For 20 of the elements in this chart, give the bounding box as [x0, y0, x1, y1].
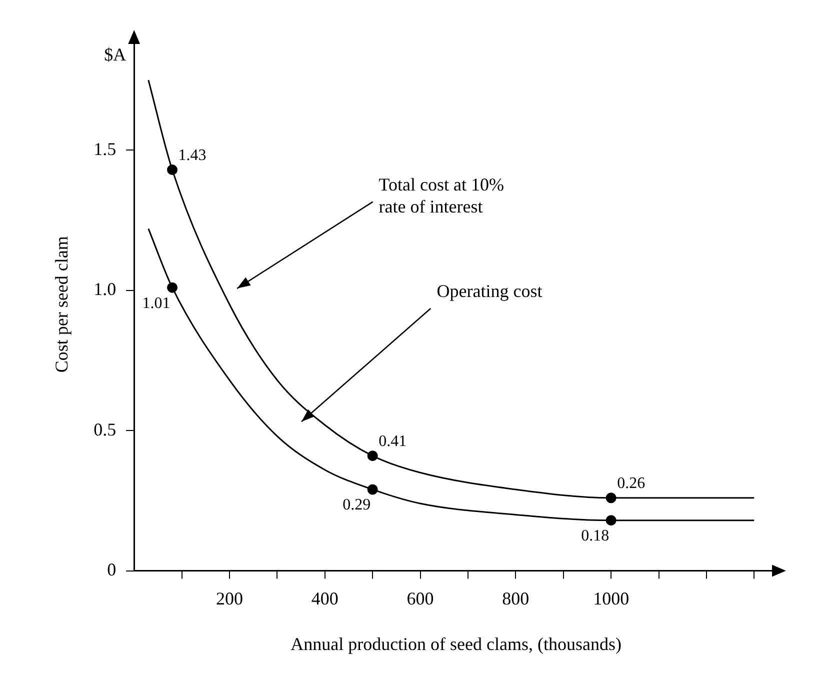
data-label: 1.43	[178, 147, 206, 164]
data-label: 1.01	[142, 294, 170, 312]
x-axis-title: Annual production of seed clams, (thousands)	[290, 634, 622, 654]
x-tick-label: 600	[406, 588, 434, 608]
x-tick-label: 200	[216, 588, 243, 608]
annotation: Total cost at 10% rate of interest	[378, 174, 504, 217]
data-label: 0.26	[617, 475, 646, 492]
data-label: 0.18	[581, 528, 610, 545]
text: $A	[104, 44, 126, 65]
y-axis-title: Cost per seed clam	[52, 236, 72, 373]
data-label: 0.41	[378, 433, 407, 450]
x-tick-label: 400	[311, 588, 338, 608]
data-label: 0.29	[342, 496, 371, 514]
y-tick-label: 0	[107, 560, 116, 580]
y-tick-label: 1.0	[94, 279, 116, 300]
y-tick-label: 1.5	[94, 138, 116, 159]
x-tick-label: 800	[502, 588, 530, 608]
y-tick-label: 0.5	[94, 419, 116, 440]
x-tick-label: 1000	[593, 588, 630, 608]
annotation: Operating cost	[436, 281, 542, 302]
